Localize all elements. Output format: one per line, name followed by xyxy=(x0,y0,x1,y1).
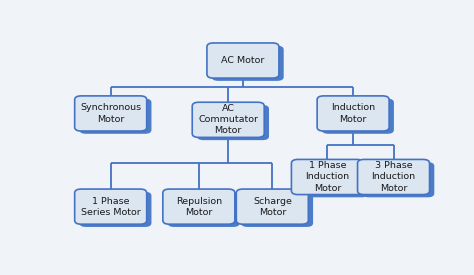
Text: Induction
Motor: Induction Motor xyxy=(331,103,375,123)
FancyBboxPatch shape xyxy=(322,99,394,134)
FancyBboxPatch shape xyxy=(192,102,264,138)
FancyBboxPatch shape xyxy=(80,192,152,227)
Text: Repulsion
Motor: Repulsion Motor xyxy=(176,197,222,217)
FancyBboxPatch shape xyxy=(163,189,235,224)
FancyBboxPatch shape xyxy=(317,96,389,131)
Text: AC
Commutator
Motor: AC Commutator Motor xyxy=(198,104,258,135)
FancyBboxPatch shape xyxy=(80,99,152,134)
FancyBboxPatch shape xyxy=(197,105,269,140)
FancyBboxPatch shape xyxy=(75,96,146,131)
Text: 1 Phase
Series Motor: 1 Phase Series Motor xyxy=(81,197,141,217)
FancyBboxPatch shape xyxy=(292,160,364,195)
FancyBboxPatch shape xyxy=(241,192,313,227)
FancyBboxPatch shape xyxy=(237,189,308,224)
FancyBboxPatch shape xyxy=(357,160,429,195)
FancyBboxPatch shape xyxy=(212,46,284,81)
Text: AC Motor: AC Motor xyxy=(221,56,264,65)
Text: 3 Phase
Induction
Motor: 3 Phase Induction Motor xyxy=(372,161,416,192)
Text: Synchronous
Motor: Synchronous Motor xyxy=(80,103,141,123)
FancyBboxPatch shape xyxy=(75,189,146,224)
FancyBboxPatch shape xyxy=(168,192,240,227)
Text: 1 Phase
Induction
Motor: 1 Phase Induction Motor xyxy=(305,161,349,192)
FancyBboxPatch shape xyxy=(362,162,434,197)
FancyBboxPatch shape xyxy=(296,162,368,197)
FancyBboxPatch shape xyxy=(207,43,279,78)
Text: Scharge
Motor: Scharge Motor xyxy=(253,197,292,217)
